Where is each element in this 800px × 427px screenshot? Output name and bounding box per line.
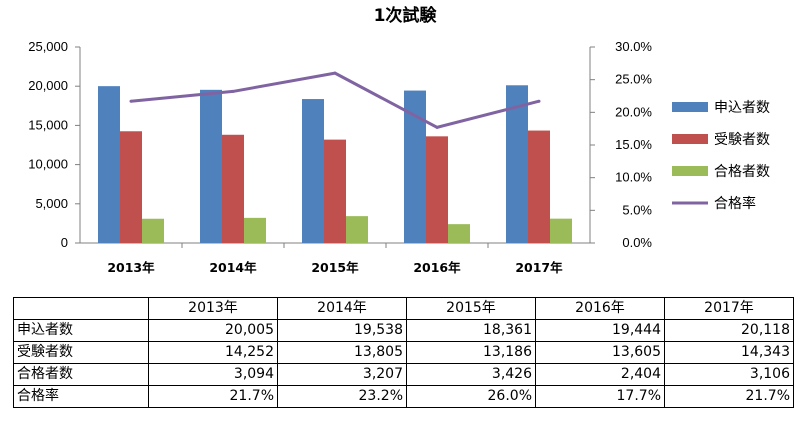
bar-申込者数 <box>506 85 528 244</box>
bar-合格者数 <box>346 216 368 243</box>
bar-申込者数 <box>302 99 324 243</box>
table-cell: 14,252 <box>148 341 278 364</box>
combo-chart: 1次試験 0 5,000 10,000 15,000 20,000 25,000 0.0% 5… <box>28 5 770 275</box>
bar-申込者数 <box>98 86 120 243</box>
bar-合格者数 <box>550 218 572 243</box>
column-header: 2013年 <box>148 297 278 320</box>
x-tick-label: 2016年 <box>413 260 461 275</box>
table-header-row: 2013年 2014年 2015年 2016年 2017年 <box>13 297 794 320</box>
table-cell: 23.2% <box>277 385 407 408</box>
row-label: 合格者数 <box>13 363 149 386</box>
point-合格率 <box>231 89 235 93</box>
legend-label: 合格率 <box>714 195 756 212</box>
bar-合格者数 <box>244 217 266 243</box>
line-合格率 <box>130 71 540 129</box>
row-label: 合格率 <box>13 385 149 408</box>
column-header <box>13 297 149 320</box>
bar-合格者数 <box>142 218 164 243</box>
table-cell: 18,361 <box>406 319 536 342</box>
x-tick-label: 2017年 <box>515 260 563 275</box>
left-tick-label: 20,000 <box>28 78 68 93</box>
point-合格率 <box>129 99 133 103</box>
point-合格率 <box>333 71 337 75</box>
row-label: 申込者数 <box>13 319 149 342</box>
table-cell: 2,404 <box>535 363 665 386</box>
table-row: 合格者数 3,094 3,207 3,426 2,404 3,106 <box>13 363 794 386</box>
row-label: 受験者数 <box>13 341 149 364</box>
table-row: 合格率 21.7% 23.2% 26.0% 17.7% 21.7% <box>13 385 794 408</box>
right-tick-label: 25.0% <box>615 72 652 87</box>
bar-合格者数 <box>448 224 470 243</box>
bar-受験者数 <box>222 134 244 243</box>
bar-受験者数 <box>324 139 346 243</box>
column-header: 2017年 <box>664 297 794 320</box>
bar-受験者数 <box>528 130 550 243</box>
table-row: 受験者数 14,252 13,805 13,186 13,605 14,343 <box>13 341 794 364</box>
right-tick-label: 0.0% <box>622 235 652 250</box>
legend-swatch-合格者数 <box>672 166 708 176</box>
table-cell: 13,805 <box>277 341 407 364</box>
left-tick-label: 10,000 <box>28 157 68 172</box>
right-tick-label: 20.0% <box>615 104 652 119</box>
table-cell: 19,538 <box>277 319 407 342</box>
column-header: 2016年 <box>535 297 665 320</box>
table-cell: 3,426 <box>406 363 536 386</box>
point-合格率 <box>435 125 439 129</box>
table-cell: 20,118 <box>664 319 794 342</box>
right-tick-label: 5.0% <box>622 202 652 217</box>
bar-受験者数 <box>120 131 142 243</box>
table-cell: 14,343 <box>664 341 794 364</box>
table-cell: 13,186 <box>406 341 536 364</box>
legend-swatch-受験者数 <box>672 134 708 144</box>
point-合格率 <box>537 99 541 103</box>
left-tick-label: 15,000 <box>28 117 68 132</box>
table-cell: 21.7% <box>664 385 794 408</box>
table-cell: 3,106 <box>664 363 794 386</box>
data-table: 2013年 2014年 2015年 2016年 2017年 申込者数 20,005 19,53… <box>13 297 794 408</box>
bar-受験者数 <box>426 136 448 243</box>
chart-title: 1次試験 <box>374 5 438 26</box>
table-row: 申込者数 20,005 19,538 18,361 19,444 20,118 <box>13 319 794 342</box>
right-tick-label: 15.0% <box>615 137 652 152</box>
bar-申込者数 <box>404 90 426 243</box>
table-cell: 26.0% <box>406 385 536 408</box>
table-cell: 21.7% <box>148 385 278 408</box>
right-tick-label: 30.0% <box>615 39 652 54</box>
plot-area: 0 5,000 10,000 15,000 20,000 25,000 0.0% 5.0% 10… <box>28 39 652 275</box>
bar-申込者数 <box>200 89 222 243</box>
column-header: 2014年 <box>277 297 407 320</box>
x-tick-label: 2015年 <box>311 260 359 275</box>
table-cell: 19,444 <box>535 319 665 342</box>
x-tick-label: 2014年 <box>209 260 257 275</box>
legend-label: 受験者数 <box>714 132 770 148</box>
table-cell: 3,207 <box>277 363 407 386</box>
left-tick-label: 5,000 <box>35 196 68 211</box>
table-cell: 3,094 <box>148 363 278 386</box>
table-cell: 17.7% <box>535 385 665 408</box>
legend-swatch-申込者数 <box>672 102 708 112</box>
table-cell: 13,605 <box>535 341 665 364</box>
left-tick-label: 25,000 <box>28 39 68 54</box>
column-header: 2015年 <box>406 297 536 320</box>
table-cell: 20,005 <box>148 319 278 342</box>
right-tick-label: 10.0% <box>615 170 652 185</box>
legend-label: 合格者数 <box>714 164 770 180</box>
left-tick-label: 0 <box>61 235 68 250</box>
legend-label: 申込者数 <box>714 100 770 116</box>
x-tick-label: 2013年 <box>107 260 155 275</box>
